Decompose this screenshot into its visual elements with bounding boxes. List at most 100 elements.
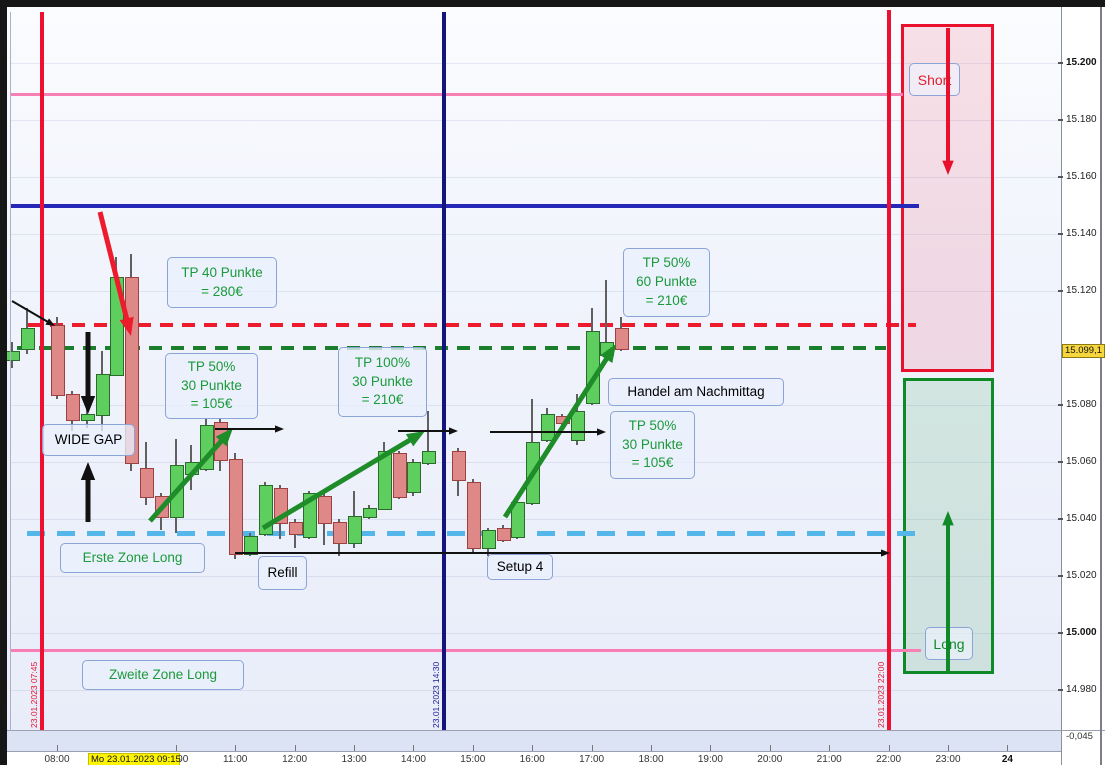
candle [154, 496, 169, 519]
candle [51, 325, 65, 396]
long-zone-label: Long [925, 627, 973, 660]
time-tick-mark [294, 745, 296, 751]
price-tick-label: 15.020 [1066, 570, 1097, 581]
annotation-text-line: WIDE GAP [54, 431, 123, 447]
time-tick-label: 08:00 [44, 754, 70, 765]
annotation-handel-am-nachmittag[interactable]: Handel am Nachmittag [608, 378, 784, 406]
annotation-text-line: TP 40 Punkte [181, 264, 263, 280]
annotation-text-line: TP 50% [187, 358, 236, 374]
time-tick-mark [57, 745, 58, 751]
candle [481, 530, 496, 550]
resistance-pink-high[interactable] [10, 92, 903, 96]
annotation-text-line: = 105€ [631, 455, 674, 471]
annotation-text-line: 30 Punkte [622, 436, 683, 452]
candle [273, 487, 288, 524]
annotation-text-line: TP 50% [642, 255, 691, 271]
price-tick-mark [1058, 233, 1063, 235]
price-tick-mark [1058, 689, 1063, 691]
candle [555, 416, 570, 425]
time-tick-label: 18:00 [638, 754, 664, 765]
annotation-setup-4[interactable]: Setup 4 [487, 554, 553, 580]
annotation-text-line: Setup 4 [496, 558, 544, 574]
candle [80, 413, 95, 422]
candle [199, 424, 214, 470]
candle [95, 373, 110, 416]
current-green-dashed[interactable] [17, 346, 886, 350]
gridline [10, 633, 1060, 634]
price-tick-mark [1058, 575, 1063, 577]
gridline [10, 177, 1060, 178]
axis-bottom-extra-label: -0,045 [1066, 731, 1093, 742]
price-tick-mark [1058, 632, 1063, 634]
annotation-text-line: 60 Punkte [636, 274, 697, 290]
time-tick-label: 13:00 [341, 754, 367, 765]
candle [570, 410, 585, 442]
candle [6, 350, 21, 362]
time-tick-label: 20:00 [757, 754, 783, 765]
gridline [10, 234, 1060, 235]
time-tick-mark [769, 745, 771, 751]
annotation-tp-50-30-punkte-nachmittag[interactable]: TP 50% 30 Punkte = 105€ [610, 411, 695, 479]
time-tick-label: 12:00 [282, 754, 308, 765]
candle [466, 481, 481, 550]
candle [392, 453, 407, 499]
candle [65, 393, 80, 422]
session-start-line[interactable] [40, 12, 44, 730]
time-tick-label: 17:00 [579, 754, 605, 765]
time-tick-mark [175, 745, 177, 751]
annotation-text-line: = 280€ [201, 283, 243, 299]
resistance-red-dashed[interactable] [28, 323, 916, 328]
window-right-edge [1100, 7, 1102, 765]
time-tick-mark [413, 745, 415, 751]
annotation-erste-zone-long[interactable]: Erste Zone Long [60, 543, 205, 573]
gridline [10, 519, 1060, 520]
candle [526, 442, 541, 504]
annotation-text-line: TP 100% [354, 354, 411, 370]
time-tick-label: 23:00 [935, 754, 961, 765]
annotation-wide-gap[interactable]: WIDE GAP [42, 424, 135, 456]
candle [244, 536, 259, 556]
support-pink-low[interactable] [10, 648, 921, 652]
bottom-time-band [7, 731, 1061, 751]
resistance-blue[interactable] [10, 203, 919, 208]
time-tick-label: 11:00 [223, 754, 248, 765]
price-tick-label: 15.160 [1066, 171, 1097, 182]
time-tick-label: 15:00 [460, 754, 486, 765]
annotation-text-line: Erste Zone Long [82, 549, 183, 565]
time-tick-label: 16:00 [519, 754, 545, 765]
time-highlight-tag: Mo 23.01.2023 09:15 [88, 753, 181, 765]
annotation-tp-40-punkte[interactable]: TP 40 Punkte = 280€ [167, 257, 277, 308]
price-tick-label: 15.180 [1066, 114, 1097, 125]
annotation-text-line: = 210€ [645, 292, 688, 308]
candle [407, 462, 422, 493]
price-tick-label: 14.980 [1066, 684, 1097, 695]
candle [511, 501, 526, 539]
session-mid-line-label: 23.01.2023 14:30 [431, 661, 441, 728]
time-tick-mark [354, 745, 355, 751]
candle [585, 330, 600, 405]
time-tick-mark [235, 745, 237, 751]
annotation-tp-50-60-punkte[interactable]: TP 50% 60 Punkte = 210€ [623, 248, 710, 317]
session-mid-line[interactable] [442, 12, 446, 730]
candle-wick [427, 410, 430, 465]
session-end-line[interactable] [887, 10, 891, 730]
candle [169, 464, 184, 519]
candle [541, 413, 556, 442]
annotation-refill[interactable]: Refill [258, 556, 307, 590]
annotation-zweite-zone-long[interactable]: Zweite Zone Long [82, 660, 244, 690]
price-axis-separator [1061, 7, 1062, 765]
time-tick-mark [888, 745, 890, 751]
annotation-text-line: Zweite Zone Long [108, 666, 218, 682]
annotation-tp-50-30-punkte-vormittag[interactable]: TP 50% 30 Punkte = 105€ [165, 353, 258, 419]
annotation-text-line: Refill [267, 564, 298, 580]
session-end-line-label: 23.01.2023 22:00 [876, 661, 886, 728]
candle [229, 459, 244, 556]
candle [303, 493, 318, 539]
annotation-text-line: 30 Punkte [181, 377, 242, 393]
candle [600, 342, 615, 356]
annotation-tp-100-30-punkte[interactable]: TP 100% 30 Punkte = 210€ [338, 347, 427, 417]
candle-wick [605, 279, 608, 360]
session-start-line-label: 23.01.2023 07:45 [29, 661, 39, 728]
gridline [10, 63, 1060, 64]
